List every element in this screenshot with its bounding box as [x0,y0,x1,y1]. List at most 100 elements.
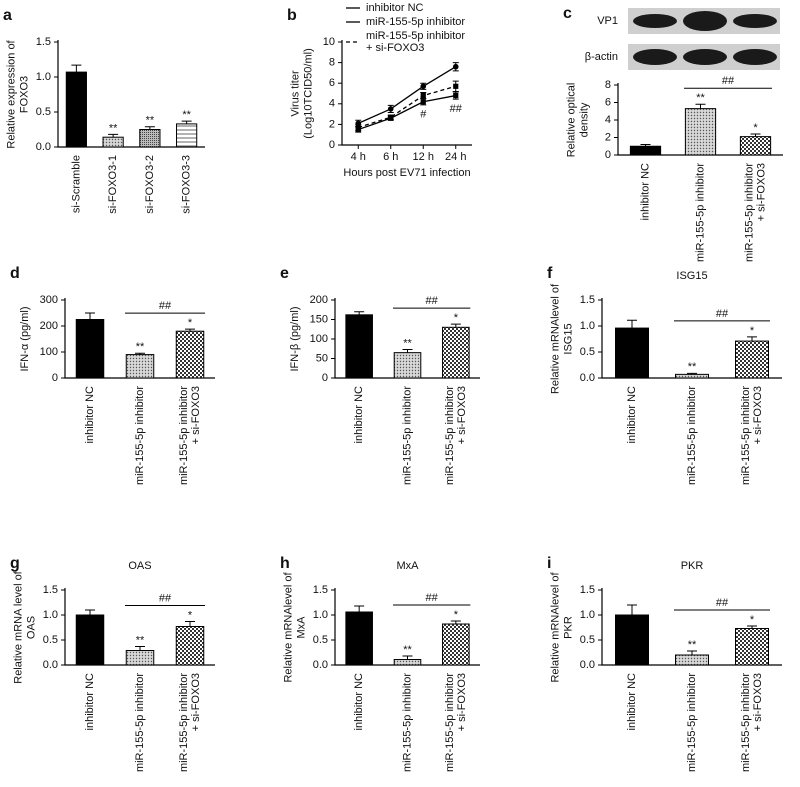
legend-label: inhibitor NC [366,2,424,14]
significance: * [753,122,758,134]
panel-letter: a [3,7,12,24]
significance: * [750,325,755,337]
y-tick-label: 1.5 [43,584,58,596]
error-bar [627,319,637,329]
y-tick-label: 0.5 [43,634,58,646]
error-bar [135,352,145,355]
error-bar [71,64,82,73]
y-axis-label: OAS [25,616,37,639]
series-line [358,85,456,129]
panel-letter: d [10,265,20,282]
significance: ** [688,361,697,373]
x-tick-label: si-FOXO3-2 [144,155,156,214]
axis-line [341,40,472,146]
y-tick-label: 100 [40,346,58,358]
y-tick-label: 2 [605,131,611,143]
y-tick-label: 1.0 [43,609,58,621]
error-bar [695,103,706,109]
bar [393,659,422,666]
y-axis-label: MxA [295,616,307,639]
x-tick-label: miR-155-5p inhibitor+ si-FOXO3 [178,386,202,485]
chart-title: OAS [128,560,151,572]
blot-label: VP1 [597,15,618,27]
marker [453,83,459,89]
error-bar [354,605,365,612]
y-tick-label: 0 [52,372,58,384]
x-tick-label: miR-155-5p inhibitor [694,163,706,262]
bracket-label: ## [716,597,729,609]
y-tick-label: 200 [40,320,58,332]
point-annotation: ## [450,103,463,115]
y-tick-label: 0.5 [580,634,595,646]
bracket-label: ## [159,300,172,312]
bar [629,145,662,156]
y-tick-label: 1.5 [580,584,595,596]
bar [615,614,649,666]
significance: ** [146,115,155,127]
y-tick-label: 1.5 [313,584,328,596]
x-tick-label: miR-155-5p inhibitor+ si-FOXO3 [740,673,764,772]
x-tick-label: miR-155-5p inhibitor [401,673,413,772]
y-tick-label: 0.5 [313,634,328,646]
x-tick-label: inhibitor NC [84,386,96,444]
blot-band [633,14,677,28]
text-line: miR-155-5p inhibitor [178,673,190,772]
x-tick-label: 6 h [383,151,398,163]
significance: ** [182,109,191,121]
bar [345,314,373,379]
text-line: miR-155-5p inhibitor [743,163,755,262]
y-tick-label: 200 [310,294,328,306]
legend-label: miR-155-5p inhibitor + si-FOXO3 [366,30,465,54]
bracket-label: ## [716,308,729,320]
y-tick-label: 0.5 [36,106,51,118]
y-tick-label: 1.0 [580,609,595,621]
error-bar [747,336,757,342]
y-tick-label: 1.0 [313,609,328,621]
y-tick-label: 0.0 [580,659,595,671]
error-bar [450,323,461,328]
error-bar [687,650,697,655]
y-tick-label: 10 [323,36,335,48]
bar [175,626,205,666]
bar [675,654,709,666]
panel-letter: h [280,555,290,572]
y-tick-label: 1.0 [580,320,595,332]
error-bar [85,312,95,320]
y-tick-label: 6 [605,96,611,108]
x-axis-label: Hours post EV71 infection [343,167,470,179]
bar [175,330,205,379]
text-line: miR-155-5p inhibitor [178,386,190,485]
text-line: + si-FOXO3 [190,673,202,731]
marker [420,99,426,105]
panel-letter: b [287,7,297,24]
panel-letter: c [563,5,572,22]
text-line: + si-FOXO3 [456,386,468,444]
x-tick-label: miR-155-5p inhibitor+ si-FOXO3 [743,163,767,262]
blot-band [683,11,727,31]
y-tick-label: 4 [329,98,335,110]
blot-band [633,49,677,65]
y-axis-label: ISG15 [562,323,574,354]
text-line: + si-FOXO3 [752,673,764,731]
bar [735,340,769,379]
bracket-label: ## [159,592,172,604]
blot-band [683,49,727,65]
text-line: + si-FOXO3 [456,673,468,731]
significance: * [188,317,193,329]
blot-label: β-actin [585,51,618,63]
bar [393,352,422,379]
significance: ** [403,644,412,656]
y-tick-label: 0.0 [313,659,328,671]
chart-title: MxA [397,560,420,572]
significance: ** [688,639,697,651]
y-tick-label: 0.0 [43,659,58,671]
bar [615,327,649,379]
x-tick-label: inhibitor NC [353,673,365,731]
chart-title: PKR [681,560,704,572]
x-tick-label: 12 h [413,151,434,163]
chart-title: ISG15 [676,270,707,282]
error-bar [144,126,155,130]
error-bar [402,655,413,660]
y-tick-label: 1.0 [36,71,51,83]
